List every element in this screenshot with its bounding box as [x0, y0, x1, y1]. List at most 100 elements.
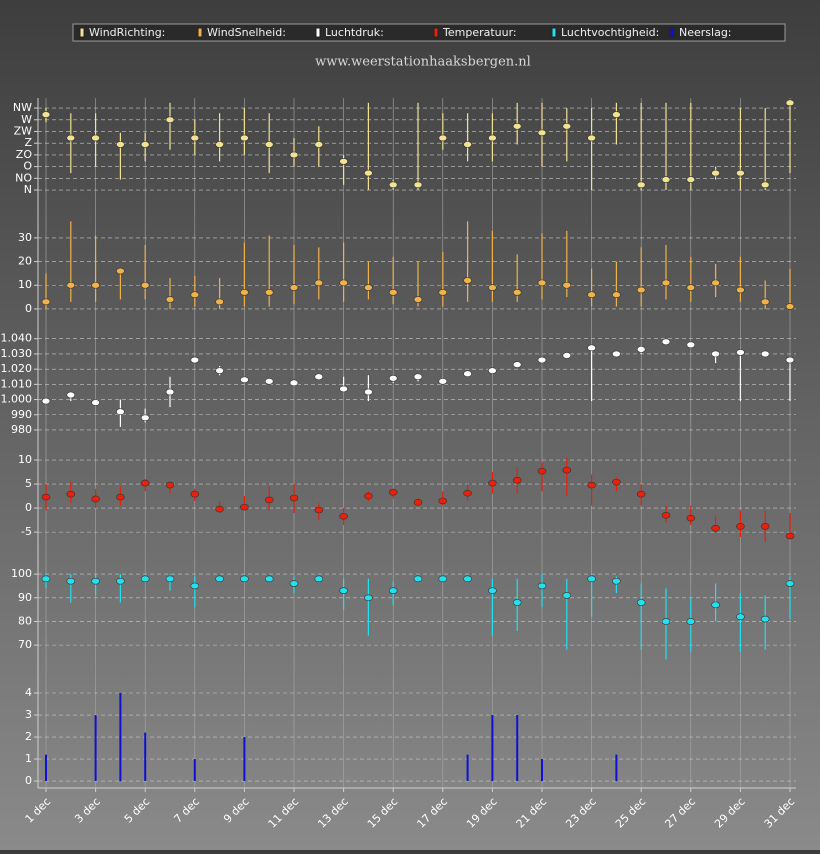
y-tick-label: NW: [13, 101, 32, 114]
point: [612, 350, 621, 358]
y-tick-label: 0: [25, 302, 32, 315]
point: [760, 615, 770, 623]
legend-label: Luchtvochtigheid:: [561, 26, 659, 39]
point: [562, 122, 572, 130]
point: [116, 267, 125, 275]
y-tick-label: -5: [21, 525, 32, 538]
point: [41, 493, 51, 501]
point: [91, 577, 100, 585]
point: [339, 512, 348, 520]
y-tick-label: 1.020: [1, 362, 33, 375]
point: [364, 169, 373, 177]
point: [215, 367, 224, 374]
y-tick-label: 100: [11, 567, 32, 580]
point: [438, 289, 448, 296]
point: [240, 376, 249, 384]
point: [463, 489, 472, 497]
point: [612, 291, 621, 299]
point: [537, 129, 547, 137]
point: [636, 286, 646, 294]
point: [66, 577, 76, 585]
point: [711, 601, 720, 609]
point: [116, 141, 125, 148]
point: [66, 281, 76, 289]
y-tick-label: 3: [25, 708, 32, 721]
point: [636, 181, 646, 189]
point: [711, 169, 720, 177]
point: [339, 385, 348, 393]
bar: [516, 715, 519, 782]
point: [612, 111, 621, 118]
point: [562, 281, 572, 289]
legend-swatch: [669, 27, 675, 38]
point: [240, 575, 249, 583]
point: [264, 575, 274, 583]
point: [264, 378, 274, 385]
point: [339, 279, 348, 287]
point: [314, 279, 324, 287]
point: [314, 506, 324, 514]
point: [190, 356, 200, 364]
y-tick-label: 1: [25, 752, 32, 765]
point: [587, 134, 596, 142]
point: [364, 388, 373, 396]
point: [537, 467, 547, 475]
point: [388, 488, 398, 496]
point: [289, 284, 299, 291]
point: [537, 279, 547, 287]
point: [587, 575, 596, 583]
point: [364, 492, 373, 500]
point: [785, 532, 795, 540]
point: [91, 281, 100, 289]
bar: [193, 759, 196, 782]
y-tick-label: ZW: [14, 124, 33, 137]
point: [736, 169, 745, 177]
point: [463, 141, 472, 148]
point: [41, 298, 51, 306]
point: [314, 141, 324, 148]
point: [413, 499, 423, 506]
bar: [243, 737, 246, 782]
point: [140, 281, 150, 289]
y-tick-label: 30: [18, 231, 32, 244]
point: [711, 350, 720, 358]
legend-swatch: [197, 27, 203, 38]
point: [512, 289, 522, 296]
legend-label: WindRichting:: [89, 26, 165, 39]
bar: [541, 759, 543, 782]
point: [264, 141, 274, 148]
point: [364, 594, 373, 602]
point: [91, 495, 100, 503]
legend-label: Luchtdruk:: [325, 26, 384, 39]
y-tick-label: 1.000: [1, 393, 33, 406]
legend-label: Neerslag:: [679, 26, 732, 39]
point: [240, 289, 249, 296]
y-tick-label: 4: [25, 686, 32, 699]
point: [190, 291, 200, 299]
point: [760, 181, 770, 189]
point: [438, 497, 448, 505]
point: [41, 575, 51, 583]
point: [190, 490, 200, 498]
point: [661, 176, 671, 183]
point: [140, 141, 150, 148]
point: [612, 478, 621, 486]
point: [140, 479, 150, 487]
point: [413, 296, 423, 303]
point: [388, 374, 398, 382]
point: [587, 481, 596, 489]
y-tick-label: Z: [24, 136, 32, 149]
point: [636, 599, 646, 606]
point: [463, 370, 472, 378]
bar: [144, 732, 147, 782]
point: [215, 141, 224, 148]
point: [190, 582, 200, 590]
legend: WindRichting: WindSnelheid: Luchtdruk: Temp…: [79, 26, 732, 39]
subtitle: www.weerstationhaaksbergen.nl: [315, 55, 531, 70]
point: [785, 303, 795, 310]
bar: [466, 754, 469, 782]
point: [736, 613, 745, 621]
point: [760, 298, 770, 306]
point: [661, 618, 671, 625]
